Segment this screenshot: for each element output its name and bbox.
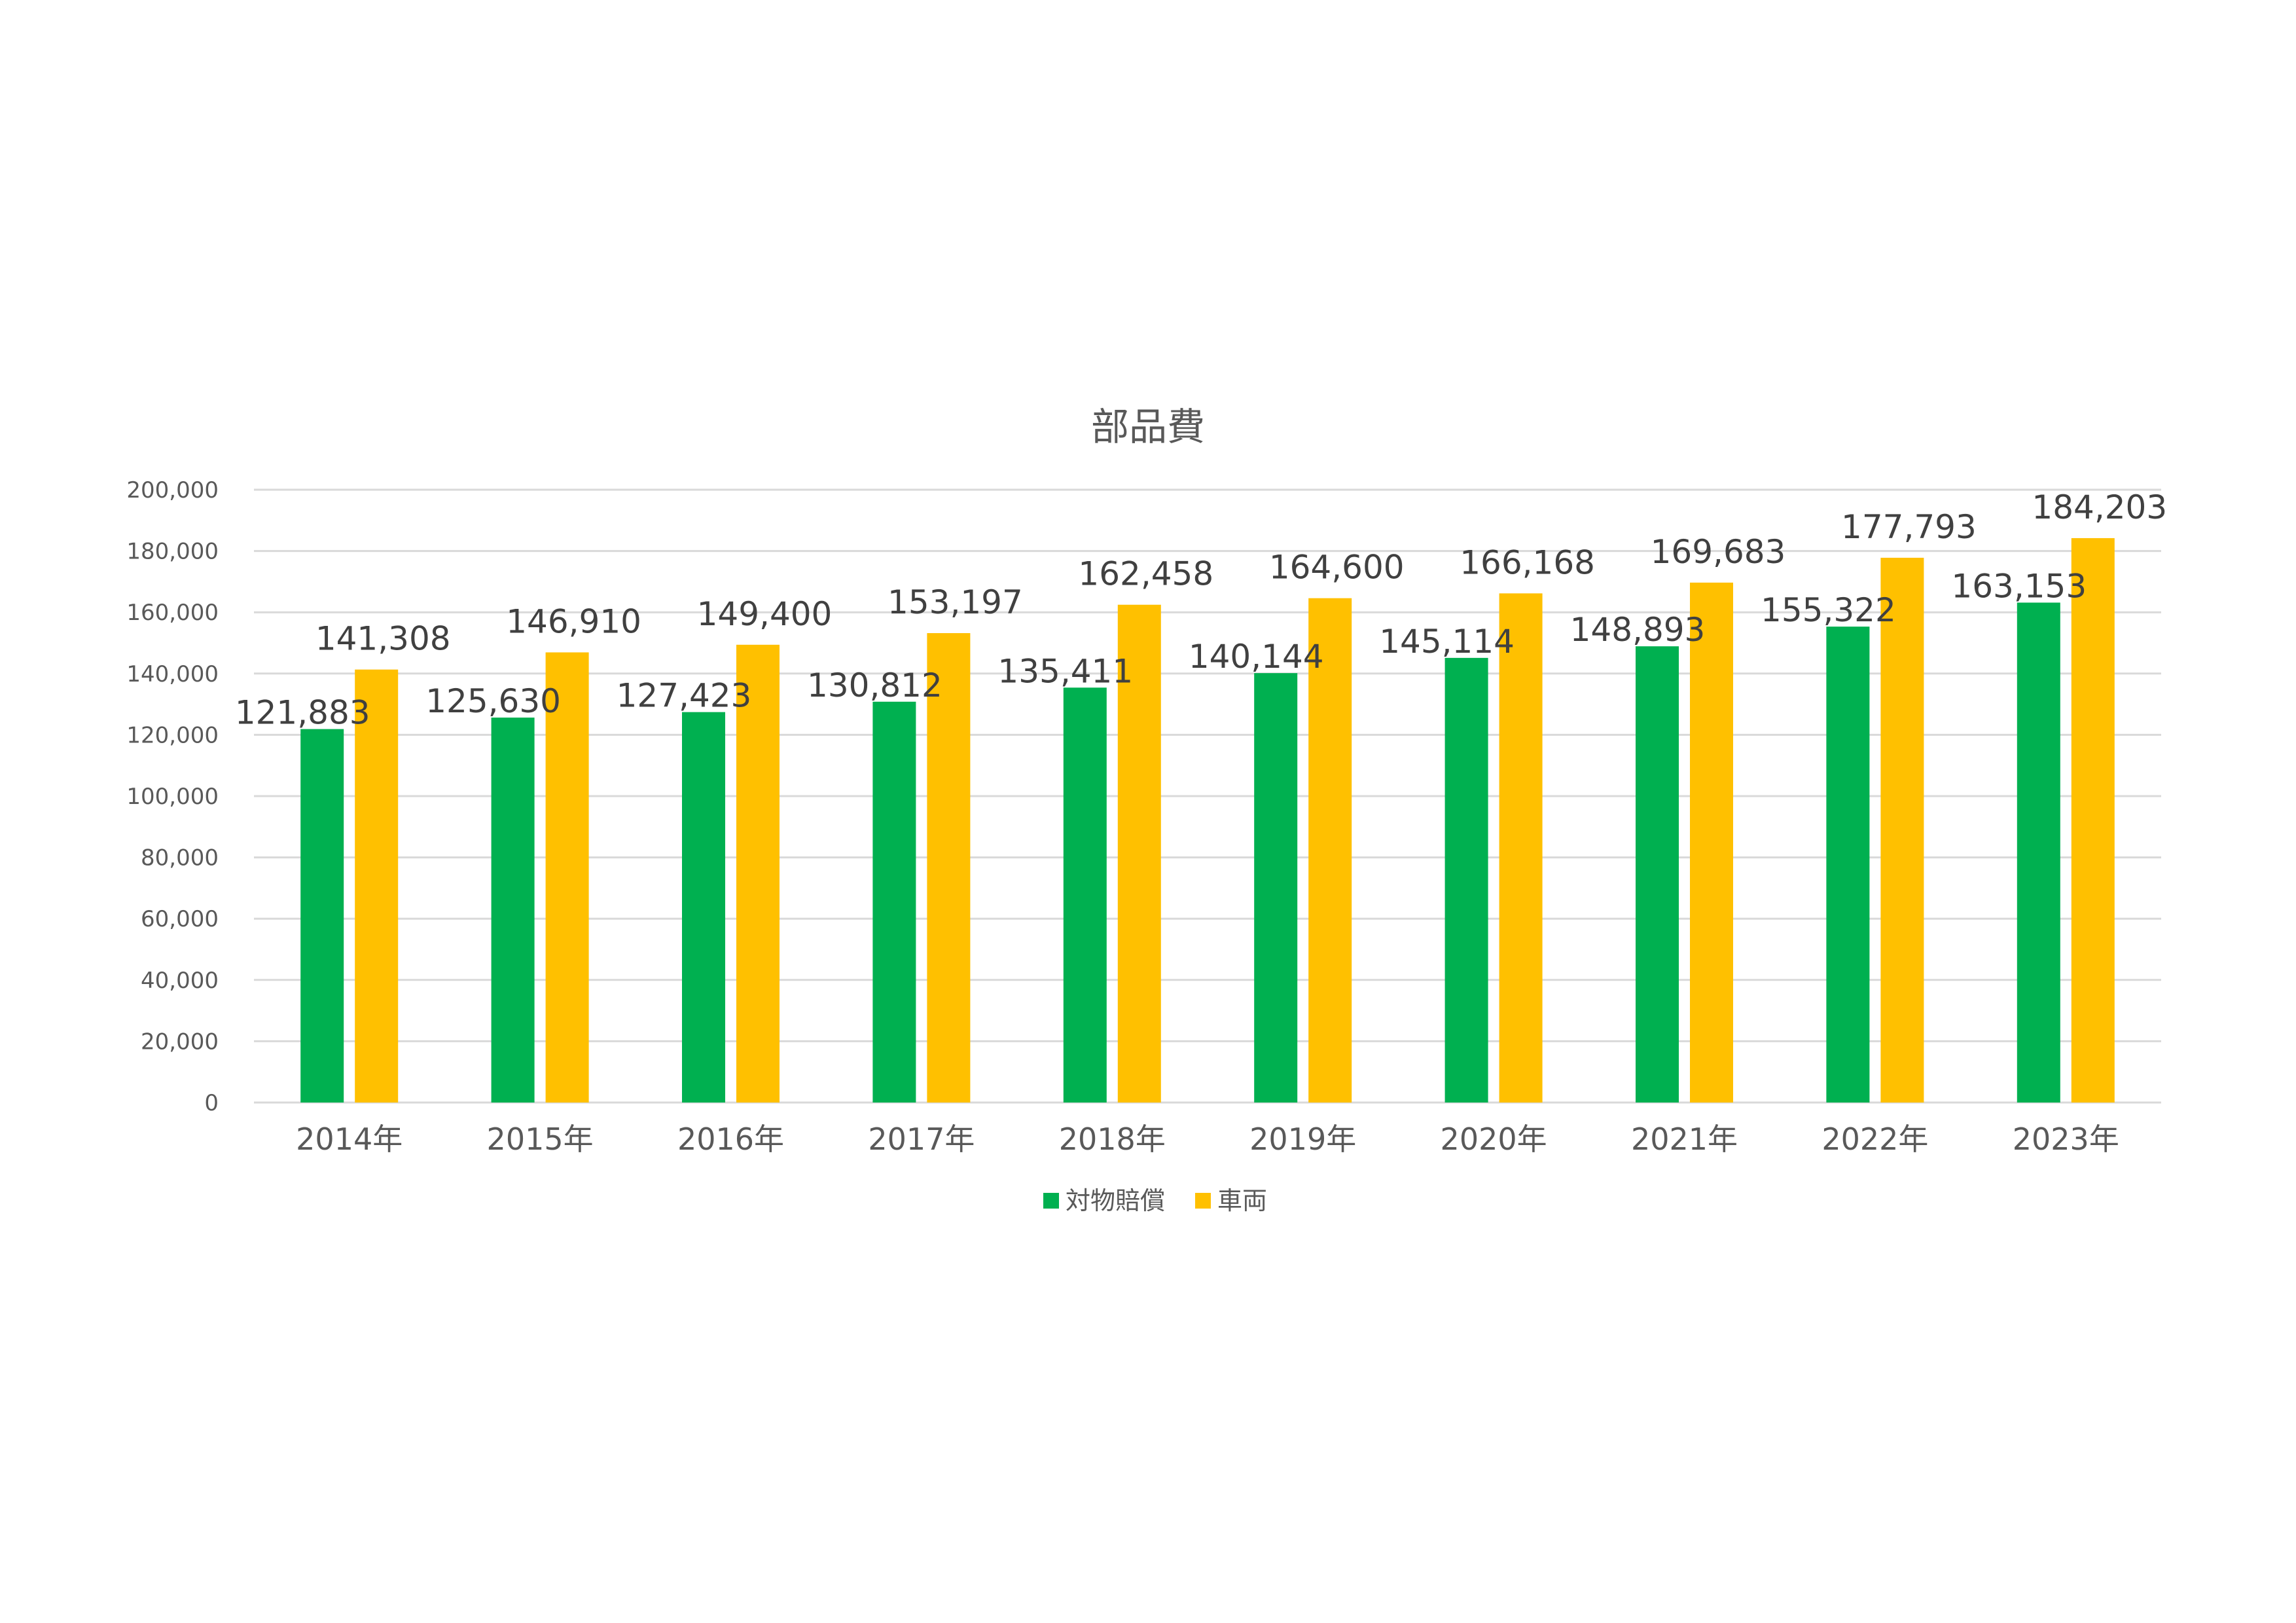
data-label: 127,423 — [617, 677, 752, 715]
legend-label: 対物賠償 — [1066, 1186, 1165, 1215]
x-tick-label: 2014年 — [296, 1122, 403, 1157]
bar-series1 — [872, 701, 916, 1103]
bar-series1 — [1254, 673, 1298, 1103]
y-tick-label: 120,000 — [126, 722, 219, 748]
bar-series2 — [1499, 593, 1543, 1103]
bar-series2 — [1117, 604, 1161, 1103]
data-label: 184,203 — [2032, 488, 2167, 526]
y-axis-ticks: 0 20,000 40,000 60,000 80,000 100,000 120,000 1… — [126, 477, 219, 1116]
x-axis-ticks: 2014年 2015年 2016年 2017年 2018年 2019年 2020年 2021年… — [296, 1122, 2119, 1157]
bar-series1 — [1444, 657, 1488, 1103]
x-tick-label: 2020年 — [1441, 1122, 1547, 1157]
chart-title: 部品費 — [1091, 405, 1205, 449]
y-tick-label: 0 — [204, 1090, 219, 1116]
data-label: 130,812 — [807, 666, 942, 704]
data-labels: 121,883 141,308 125,630 146,910 127,423 149,4… — [235, 488, 2167, 732]
data-label: 164,600 — [1269, 549, 1405, 587]
bar-series1 — [2017, 602, 2060, 1103]
bar-series2 — [736, 644, 780, 1103]
data-label: 140,144 — [1189, 638, 1324, 676]
data-label: 145,114 — [1379, 623, 1515, 661]
x-tick-label: 2022年 — [1821, 1122, 1928, 1157]
bar-series2 — [927, 633, 971, 1103]
legend-label: 車両 — [1217, 1186, 1267, 1215]
bar-series1 — [1636, 646, 1679, 1103]
data-label: 169,683 — [1651, 533, 1786, 571]
data-label: 141,308 — [315, 620, 451, 658]
y-tick-label: 20,000 — [141, 1029, 219, 1055]
legend-swatch — [1043, 1193, 1059, 1209]
y-tick-label: 140,000 — [126, 661, 219, 687]
x-tick-label: 2023年 — [2013, 1122, 2119, 1157]
y-tick-label: 40,000 — [141, 968, 219, 994]
bar-series2 — [2071, 538, 2115, 1103]
legend: 対物賠償 車両 — [1043, 1186, 1267, 1215]
x-tick-label: 2021年 — [1631, 1122, 1738, 1157]
x-tick-label: 2016年 — [677, 1122, 784, 1157]
bar-series2 — [355, 669, 399, 1103]
y-tick-label: 60,000 — [141, 906, 219, 932]
y-tick-label: 100,000 — [126, 784, 219, 810]
data-label: 135,411 — [997, 652, 1133, 690]
data-label: 163,153 — [1951, 567, 2087, 605]
data-label: 146,910 — [506, 602, 641, 640]
bar-series2 — [1308, 598, 1352, 1103]
legend-swatch — [1195, 1193, 1211, 1209]
y-tick-label: 160,000 — [126, 600, 219, 626]
y-tick-label: 80,000 — [141, 845, 219, 871]
data-label: 121,883 — [235, 694, 370, 732]
bar-series1 — [300, 729, 344, 1103]
x-tick-label: 2015年 — [487, 1122, 594, 1157]
bar-series1 — [682, 712, 725, 1103]
bar-series1 — [1063, 687, 1107, 1103]
data-label: 125,630 — [425, 682, 561, 720]
bar-series2 — [1690, 582, 1733, 1103]
bar-series2 — [545, 652, 589, 1103]
y-tick-label: 180,000 — [126, 539, 219, 565]
bar-series2 — [1880, 557, 1924, 1103]
data-label: 149,400 — [697, 595, 833, 633]
data-label: 148,893 — [1570, 611, 1706, 649]
x-tick-label: 2018年 — [1059, 1122, 1166, 1157]
data-label: 153,197 — [888, 583, 1023, 621]
x-tick-label: 2019年 — [1249, 1122, 1356, 1157]
y-tick-label: 200,000 — [126, 477, 219, 503]
data-label: 166,168 — [1460, 543, 1595, 581]
data-label: 155,322 — [1761, 591, 1896, 629]
data-label: 162,458 — [1078, 555, 1213, 593]
bar-series1 — [491, 718, 535, 1103]
bar-series1 — [1826, 627, 1870, 1103]
data-label: 177,793 — [1841, 508, 1977, 546]
x-tick-label: 2017年 — [868, 1122, 975, 1157]
bars — [300, 538, 2115, 1103]
